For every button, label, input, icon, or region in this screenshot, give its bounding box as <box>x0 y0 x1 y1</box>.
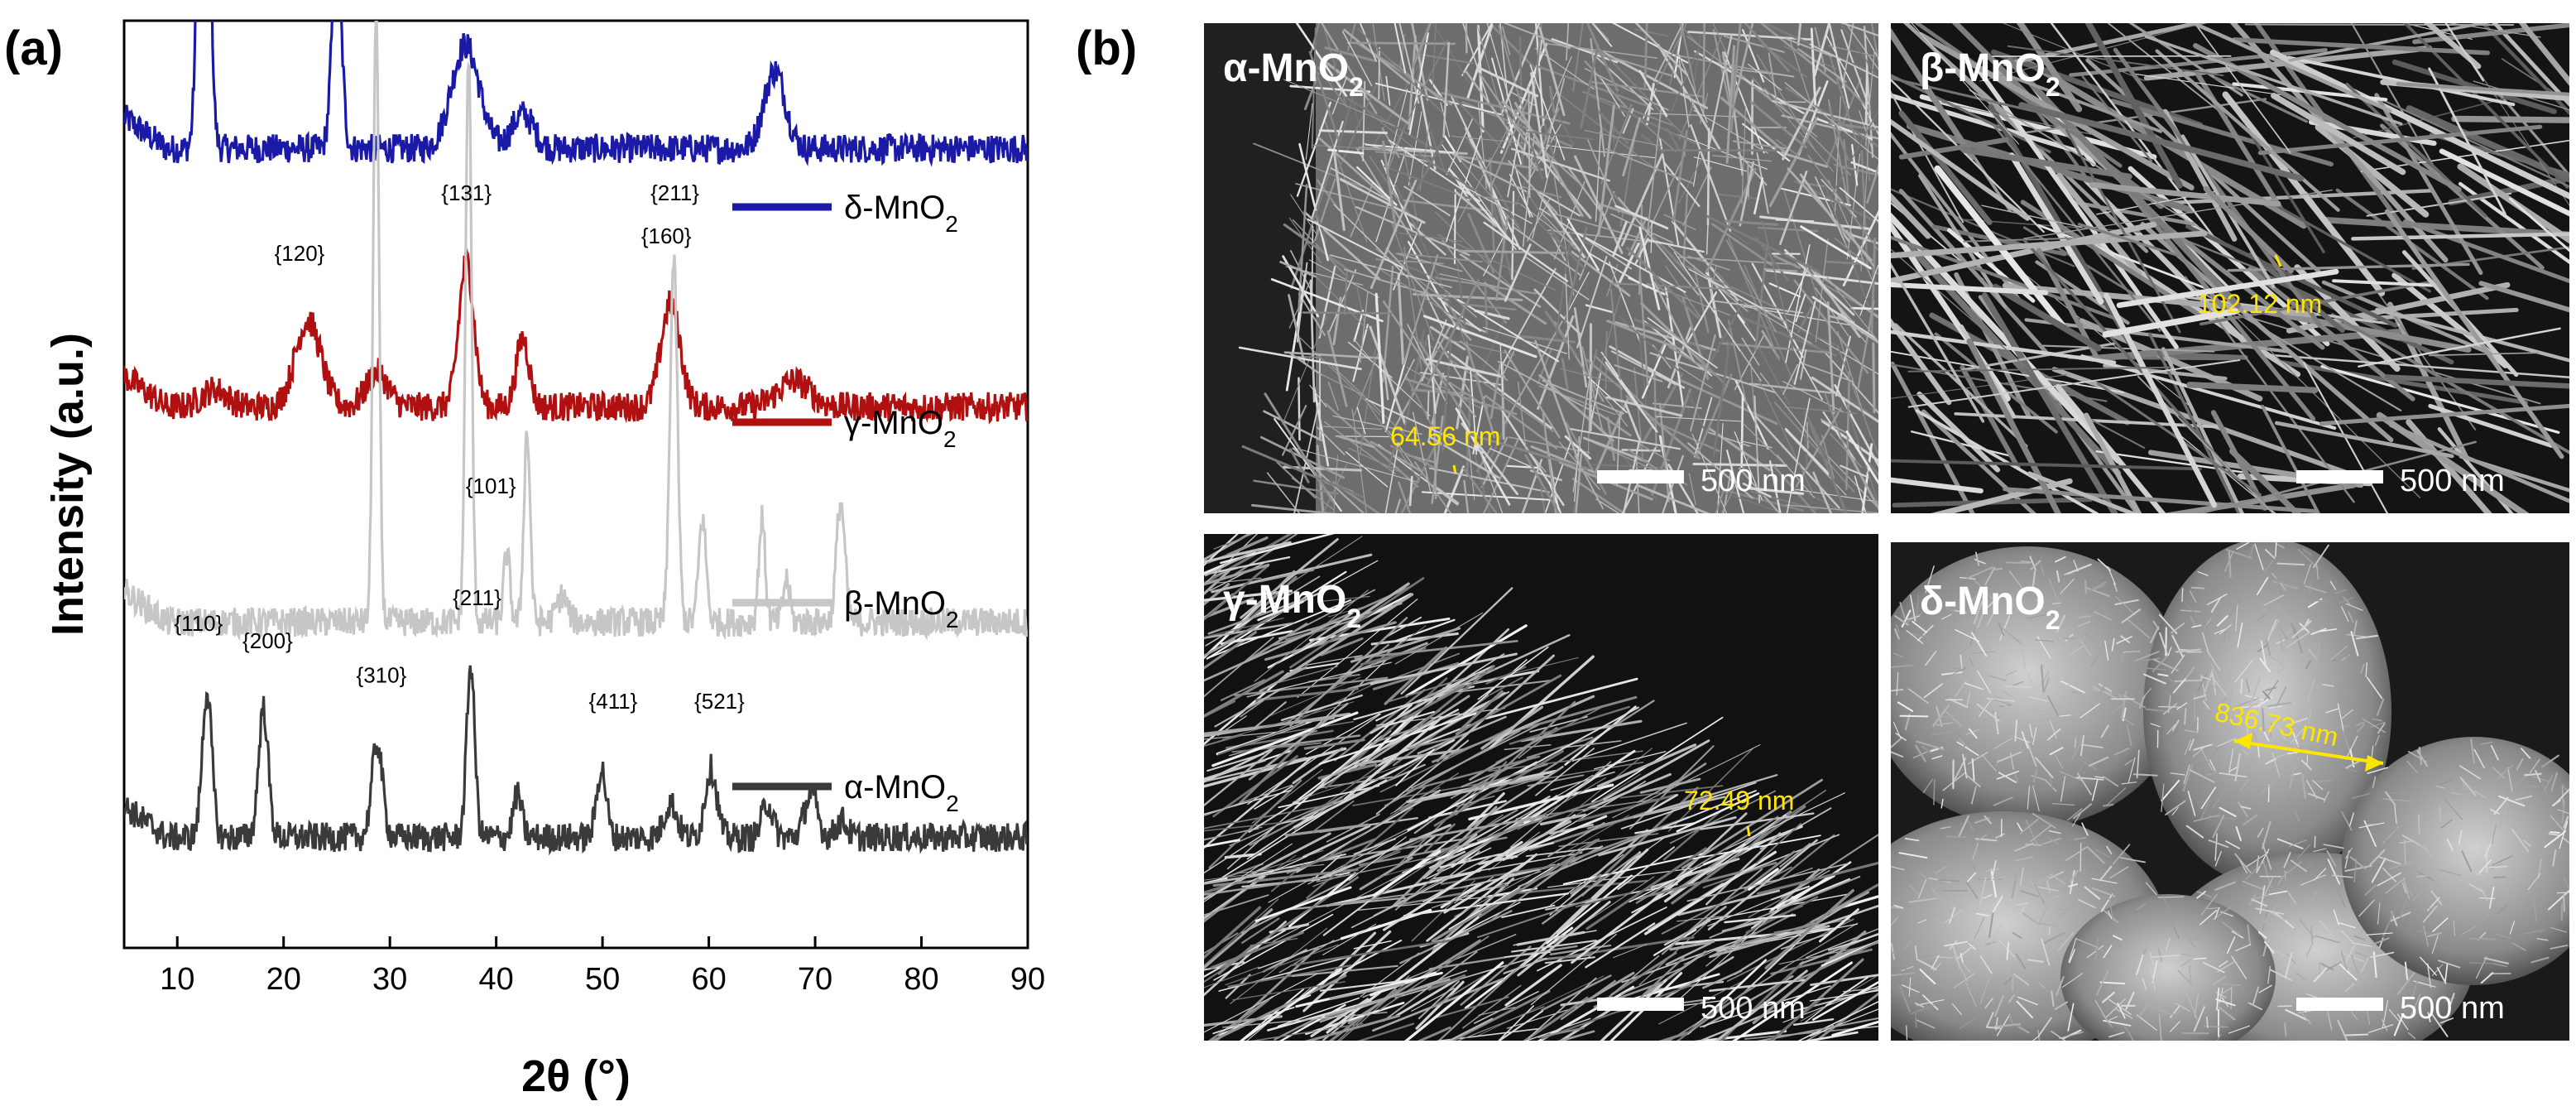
legend: δ-MnO2 γ-MnO2 β-MnO2 α-MnO2 <box>732 190 959 816</box>
x-tick-label: 20 <box>266 962 301 997</box>
series-line <box>124 21 1028 642</box>
measure-line-alpha <box>1452 464 1457 474</box>
sem-image-beta: β-MnO2 500 nm 102.12 nm <box>1891 23 2569 513</box>
measure-arrow-left <box>2234 733 2252 749</box>
legend-label: β-MnO2 <box>844 585 959 632</box>
peak-label: {120} <box>275 241 325 266</box>
peak-label: {200} <box>242 628 293 653</box>
measure-arrow-right <box>2365 755 2383 772</box>
x-axis-title: 2θ (°) <box>521 1051 631 1101</box>
sem-image-delta: δ-MnO2 500 nm 836.73 nm <box>1891 542 2569 1041</box>
scale-bar-alpha <box>1597 470 1684 483</box>
x-axis-ticks: 10 20 30 40 50 60 70 80 90 <box>160 936 1045 997</box>
series-line <box>124 248 1028 425</box>
scale-label-alpha: 500 nm <box>1701 464 1806 498</box>
peak-label: {211} <box>453 585 501 610</box>
sem-title-gamma: γ-MnO2 <box>1223 578 1361 633</box>
scale-label-beta: 500 nm <box>2400 464 2505 498</box>
x-tick-label: 50 <box>585 962 620 997</box>
peak-label: {110} <box>175 611 223 636</box>
plot-frame <box>122 19 1029 950</box>
scale-bar-gamma <box>1597 998 1684 1011</box>
x-tick-label: 90 <box>1010 962 1045 997</box>
measurement-alpha: 64.56 nm <box>1390 421 1500 451</box>
x-tick-label: 70 <box>798 962 832 997</box>
peak-labels: {001}{002}{111}{120}{131}{160}{110}{101}… <box>175 180 746 714</box>
peak-label: {131} <box>441 180 492 205</box>
peak-label: {101} <box>466 474 516 498</box>
scale-bar-beta <box>2296 470 2383 483</box>
x-tick-label: 30 <box>372 962 407 997</box>
sem-title-alpha: α-MnO2 <box>1223 46 1364 102</box>
peak-label: {160} <box>641 224 692 248</box>
series-layer <box>124 21 1028 856</box>
series-line <box>124 21 1028 167</box>
legend-label: γ-MnO2 <box>844 405 957 452</box>
measure-line-delta <box>2233 739 2384 765</box>
peak-label: {310} <box>357 663 407 688</box>
scale-label-delta: 500 nm <box>2400 991 2505 1026</box>
measure-line-beta <box>2274 254 2282 267</box>
x-tick-label: 10 <box>160 962 194 997</box>
scale-label-gamma: 500 nm <box>1701 991 1806 1026</box>
y-axis-title: Intensity (a.u.) <box>43 333 93 636</box>
panel-b-label: (b) <box>1076 22 1137 75</box>
measurement-gamma: 72.49 nm <box>1684 786 1794 815</box>
sem-image-gamma: γ-MnO2 500 nm 72.49 nm <box>1204 534 1878 1041</box>
x-tick-label: 40 <box>479 962 514 997</box>
sem-image-alpha: α-MnO2 500 nm 64.56 nm <box>1204 23 1878 513</box>
peak-label: {521} <box>694 689 745 714</box>
sem-title-delta: δ-MnO2 <box>1920 580 2060 635</box>
legend-label: α-MnO2 <box>844 769 959 816</box>
legend-label: δ-MnO2 <box>844 190 958 237</box>
peak-label: {411} <box>589 689 638 714</box>
x-tick-label: 80 <box>904 962 938 997</box>
scale-bar-delta <box>2296 998 2383 1011</box>
measure-line-gamma <box>1746 825 1751 837</box>
panel-a-label: (a) <box>4 22 63 75</box>
peak-label: {211} <box>650 180 699 205</box>
measurement-beta: 102.12 nm <box>2197 289 2322 319</box>
x-tick-label: 60 <box>691 962 726 997</box>
series-line <box>124 665 1028 856</box>
sem-title-beta: β-MnO2 <box>1920 46 2060 102</box>
